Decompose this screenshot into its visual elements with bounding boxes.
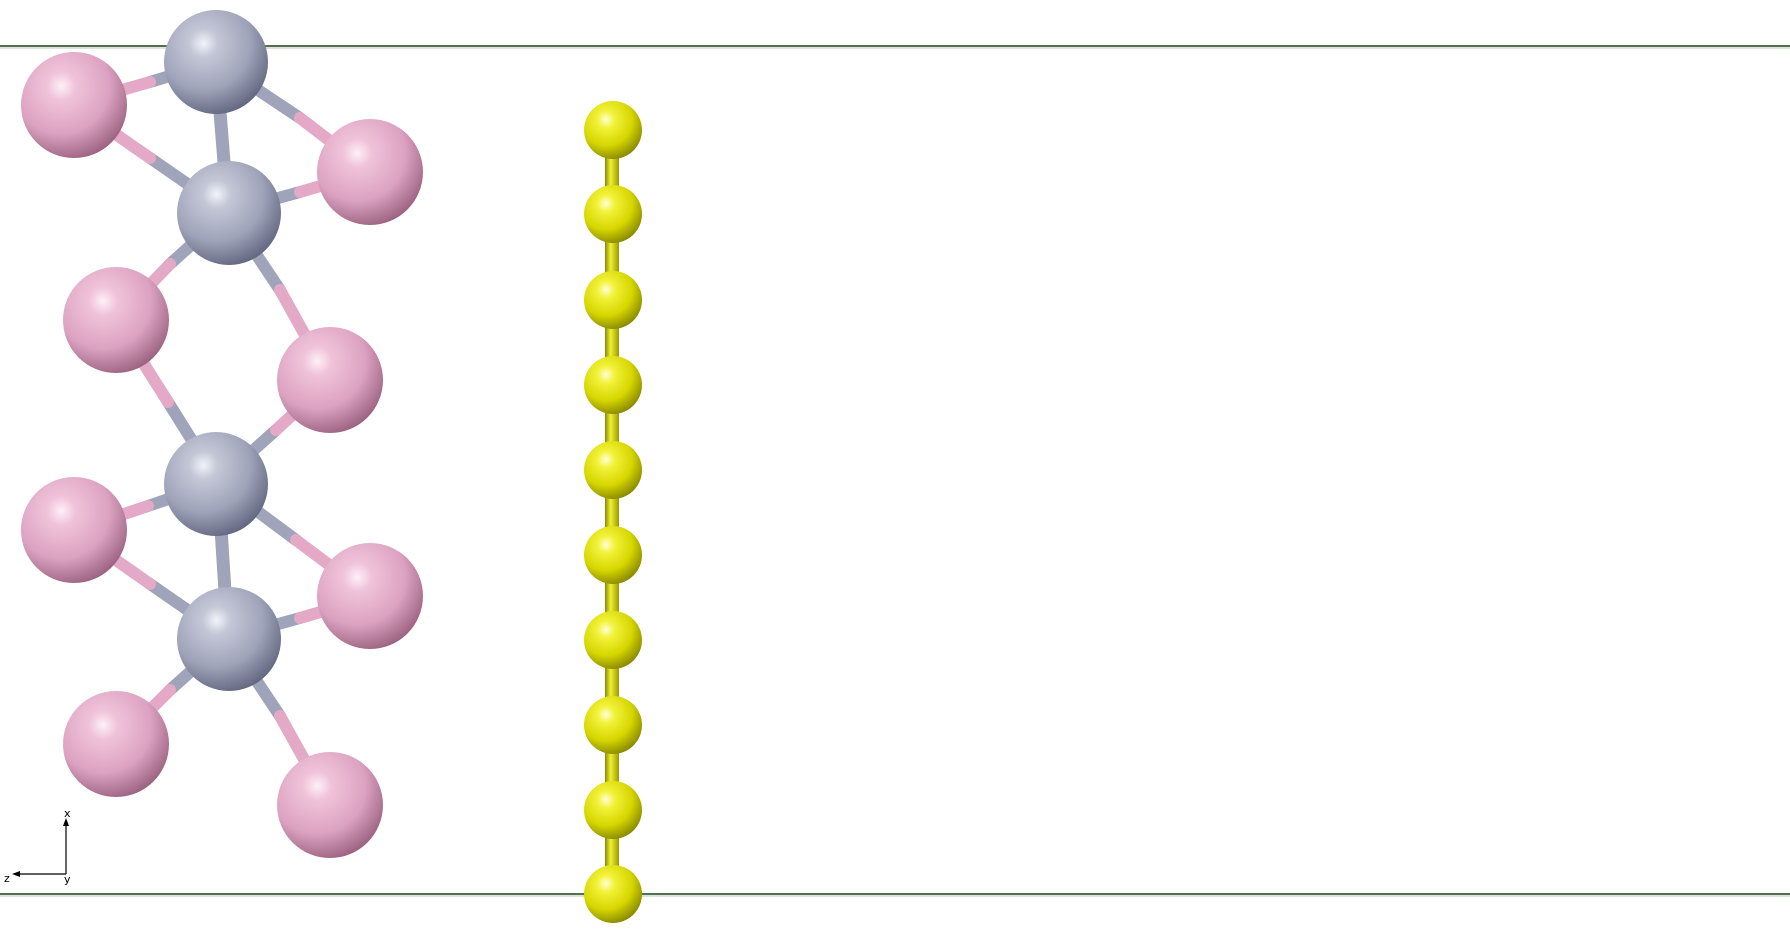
y-axis-label: y <box>64 873 71 886</box>
chain-atom[interactable] <box>584 781 642 839</box>
unit-cell-lines <box>0 45 1790 897</box>
chain-atom[interactable] <box>584 696 642 754</box>
nonmetal-atom[interactable] <box>317 543 423 649</box>
chain-atom[interactable] <box>584 441 642 499</box>
nonmetal-atom[interactable] <box>63 691 169 797</box>
nonmetal-atom[interactable] <box>21 477 127 583</box>
metal-atom[interactable] <box>164 10 268 114</box>
metal-atom[interactable] <box>177 587 281 691</box>
orientation-axes: x y z <box>4 807 71 886</box>
nonmetal-atom[interactable] <box>277 752 383 858</box>
nonmetal-atom[interactable] <box>277 327 383 433</box>
chain-atom[interactable] <box>584 865 642 923</box>
x-axis-arrowhead <box>63 818 69 826</box>
cluster-atoms <box>21 10 423 858</box>
x-axis-label: x <box>64 807 71 820</box>
chain-atom[interactable] <box>584 185 642 243</box>
metal-atom[interactable] <box>164 432 268 536</box>
nonmetal-atom[interactable] <box>317 119 423 225</box>
nonmetal-atom[interactable] <box>63 267 169 373</box>
nonmetal-atom[interactable] <box>21 52 127 158</box>
z-axis-label: z <box>4 872 10 885</box>
metal-atom[interactable] <box>177 161 281 265</box>
chain-atom[interactable] <box>584 526 642 584</box>
chain-atom[interactable] <box>584 611 642 669</box>
chain-atom[interactable] <box>584 356 642 414</box>
chain-atom[interactable] <box>584 101 642 159</box>
z-axis-arrowhead <box>12 871 20 877</box>
chain-atom[interactable] <box>584 271 642 329</box>
atom-chain <box>584 101 642 923</box>
